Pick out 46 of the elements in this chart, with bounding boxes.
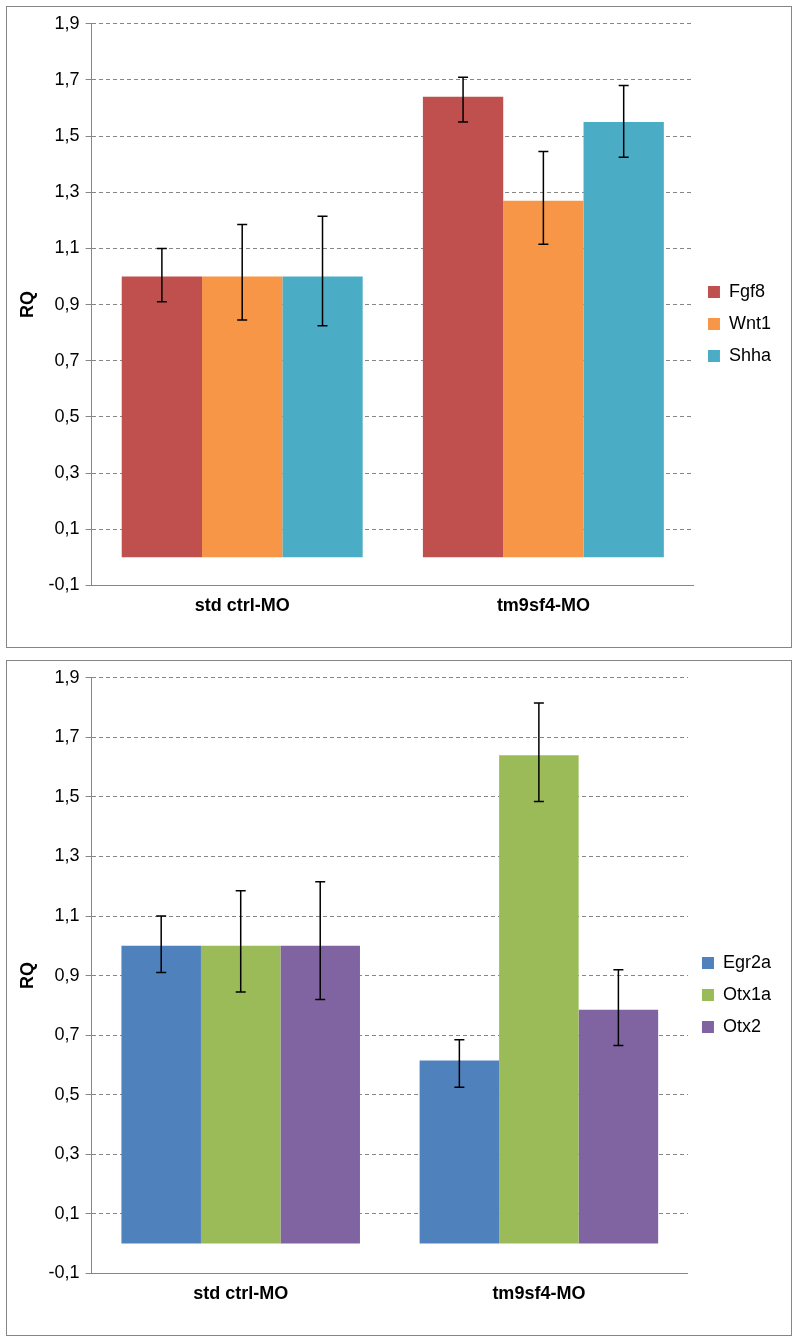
bar	[202, 276, 283, 558]
bar	[121, 945, 201, 1244]
y-tick-label: -0,1	[48, 574, 80, 595]
bar	[499, 755, 579, 1244]
y-tick-label: 1,3	[54, 845, 80, 866]
y-axis-title: RQ	[16, 962, 37, 990]
legend-label: Shha	[728, 344, 772, 365]
y-tick-label: 0,1	[54, 518, 80, 539]
x-tick-label: std ctrl-MO	[193, 1283, 289, 1304]
bar	[583, 122, 664, 558]
bar	[280, 945, 360, 1244]
y-tick-label: 1,3	[54, 181, 80, 202]
y-tick-label: 0,3	[54, 1143, 80, 1164]
bar	[200, 945, 281, 1244]
y-tick-label: 1,5	[54, 785, 80, 806]
y-tick-label: -0,1	[48, 1262, 80, 1283]
bar	[578, 1009, 659, 1244]
y-tick-label: 0,5	[54, 405, 80, 426]
y-tick-label: 1,9	[54, 12, 80, 33]
y-tick-label: 1,1	[54, 237, 80, 258]
y-tick-label: 1,5	[54, 125, 80, 146]
y-tick-label: 0,1	[54, 1202, 80, 1223]
bar	[503, 200, 584, 558]
y-tick-label: 0,9	[54, 964, 80, 985]
legend-label: Egr2a	[722, 951, 772, 972]
x-tick-label: std ctrl-MO	[194, 595, 290, 616]
bar	[422, 96, 504, 558]
y-tick-label: 1,9	[54, 666, 80, 687]
legend-label: Otx1a	[722, 983, 772, 1004]
y-tick-label: 0,7	[54, 1024, 80, 1045]
bar	[419, 1060, 500, 1244]
x-tick-label: tm9sf4-MO	[492, 1283, 586, 1304]
y-tick-label: 0,7	[54, 349, 80, 370]
y-tick-label: 1,7	[54, 726, 80, 747]
bar	[121, 276, 203, 558]
y-tick-label: 0,5	[54, 1083, 80, 1104]
y-tick-label: 1,1	[54, 905, 80, 926]
y-tick-label: 0,3	[54, 462, 80, 483]
legend-label: Fgf8	[728, 280, 765, 301]
bar	[282, 276, 363, 558]
y-tick-label: 0,9	[54, 293, 80, 314]
x-tick-label: tm9sf4-MO	[496, 595, 590, 616]
y-tick-label: 1,7	[54, 68, 80, 89]
y-axis-title: RQ	[16, 291, 37, 319]
legend-label: Wnt1	[728, 312, 771, 333]
legend-label: Otx2	[722, 1015, 761, 1036]
